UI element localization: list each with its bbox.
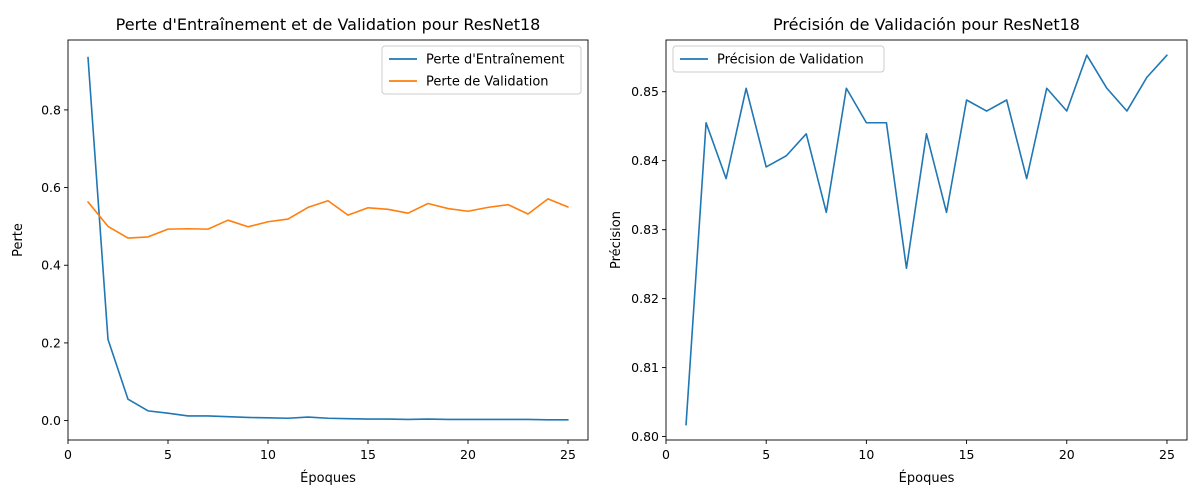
- x-tick-label: 20: [460, 447, 476, 462]
- x-tick-label: 0: [64, 447, 72, 462]
- x-tick-label: 15: [959, 447, 975, 462]
- y-axis-label: Perte: [11, 223, 26, 257]
- legend-entry: Précision de Validation: [717, 53, 864, 68]
- y-tick-label: 0.0: [41, 413, 61, 428]
- x-tick-label: 10: [260, 447, 276, 462]
- y-tick-label: 0.82: [631, 291, 659, 306]
- loss-chart-title: Perte d'Entraînement et de Validation po…: [116, 15, 541, 34]
- x-tick-label: 10: [858, 447, 874, 462]
- x-tick-label: 25: [560, 447, 576, 462]
- accuracy-chart-title: Précisión de Validación pour ResNet18: [773, 15, 1080, 34]
- x-tick-label: 5: [762, 447, 770, 462]
- y-tick-label: 0.80: [631, 429, 659, 444]
- x-tick-label: 0: [662, 447, 670, 462]
- x-tick-label: 25: [1159, 447, 1175, 462]
- legend: [381, 45, 582, 95]
- y-tick-label: 0.6: [41, 180, 61, 195]
- x-tick-label: 5: [164, 447, 172, 462]
- x-axis-label: Époques: [899, 470, 955, 486]
- y-tick-label: 0.4: [41, 258, 61, 273]
- series-line-1: [87, 56, 569, 421]
- legend-entry: Perte de Validation: [426, 75, 549, 90]
- x-tick-label: 20: [1059, 447, 1075, 462]
- x-axis-label: Époques: [300, 470, 356, 486]
- accuracy-plot-frame: [665, 39, 1188, 441]
- loss-chart: Perte d'Entraînement et de Validation po…: [11, 15, 589, 486]
- series-line-2: [87, 198, 569, 239]
- loss-plot-frame: [67, 39, 589, 441]
- y-tick-label: 0.8: [41, 102, 61, 117]
- y-tick-label: 0.84: [631, 153, 659, 168]
- series-line-1: [685, 54, 1168, 426]
- y-tick-label: 0.2: [41, 335, 61, 350]
- y-tick-label: 0.83: [631, 222, 659, 237]
- accuracy-chart: Précisión de Validación pour ResNet18 0 5 1…: [609, 15, 1188, 486]
- y-axis-label: Précision: [609, 211, 624, 269]
- y-tick-label: 0.81: [631, 360, 659, 375]
- legend: [672, 45, 885, 73]
- x-tick-label: 15: [360, 447, 376, 462]
- legend-entry: Perte d'Entraînement: [426, 53, 564, 68]
- y-tick-label: 0.85: [631, 84, 659, 99]
